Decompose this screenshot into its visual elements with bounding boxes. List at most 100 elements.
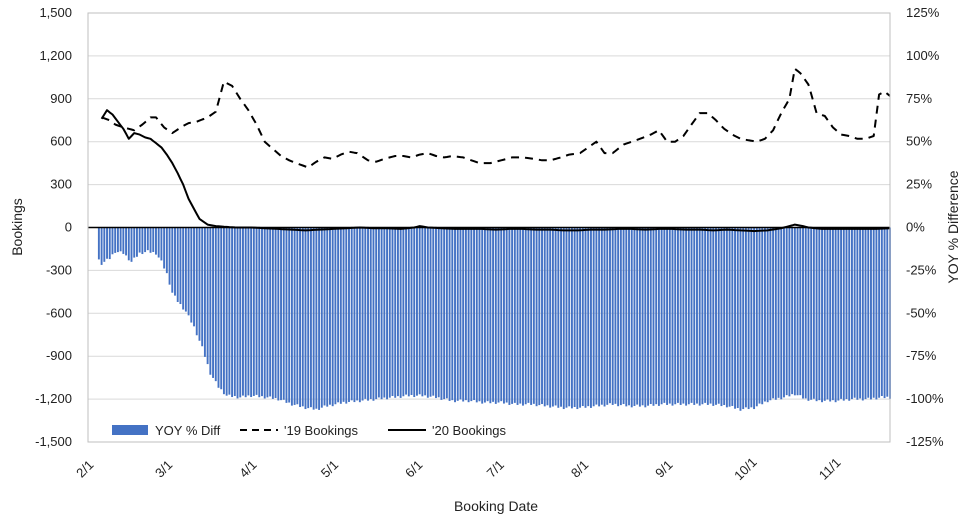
yoy-bar xyxy=(761,227,764,405)
yoy-bar xyxy=(407,227,410,397)
yoy-bar xyxy=(875,227,878,400)
yoy-bar xyxy=(554,227,557,406)
yoy-bar xyxy=(440,227,443,400)
x-axis-title: Booking Date xyxy=(454,498,538,514)
y-right-tick-label: 0% xyxy=(906,220,925,235)
yoy-bar xyxy=(157,227,160,258)
yoy-bar xyxy=(731,227,734,406)
yoy-bar xyxy=(840,227,843,399)
yoy-bar xyxy=(329,227,331,405)
yoy-bar xyxy=(206,227,209,365)
yoy-bar xyxy=(309,227,312,408)
yoy-bar xyxy=(785,227,788,396)
yoy-bar xyxy=(886,227,889,397)
yoy-bar xyxy=(753,227,756,410)
yoy-bar xyxy=(100,227,103,265)
yoy-bar xyxy=(271,227,274,399)
y-left-tick-label: 1,200 xyxy=(39,48,72,63)
yoy-bar xyxy=(402,227,405,397)
yoy-bar xyxy=(193,227,195,327)
yoy-bar xyxy=(581,227,584,407)
yoy-bar xyxy=(356,227,359,401)
yoy-bar xyxy=(380,227,383,400)
yoy-bar xyxy=(674,227,677,405)
yoy-bar xyxy=(829,227,832,402)
yoy-bar xyxy=(551,227,554,407)
yoy-bar xyxy=(473,227,475,401)
yoy-bar xyxy=(570,227,573,409)
yoy-bar xyxy=(494,227,497,404)
yoy-bar xyxy=(696,227,698,404)
yoy-bar xyxy=(290,227,293,406)
legend: YOY % Diff '19 Bookings '20 Bookings xyxy=(112,423,507,438)
yoy-bar xyxy=(179,227,182,305)
yoy-bar xyxy=(348,227,350,402)
yoy-bar xyxy=(296,227,299,405)
yoy-bar xyxy=(437,227,440,398)
yoy-bar xyxy=(595,227,598,405)
yoy-bar xyxy=(755,227,758,407)
yoy-bar xyxy=(774,227,777,400)
yoy-bar xyxy=(777,227,780,398)
yoy-bar xyxy=(772,227,775,399)
yoy-bar xyxy=(250,227,253,398)
yoy-bar xyxy=(383,227,386,398)
yoy-bar xyxy=(111,227,114,255)
yoy-bar xyxy=(459,227,462,400)
yoy-bar xyxy=(704,227,707,403)
yoy-bar xyxy=(475,227,478,403)
line-2020-bookings xyxy=(100,109,891,233)
yoy-bar xyxy=(804,227,807,399)
yoy-bar xyxy=(633,227,636,406)
yoy-bar xyxy=(679,227,682,405)
legend-label-2019: '19 Bookings xyxy=(284,423,359,438)
yoy-bar xyxy=(546,227,549,406)
yoy-bar xyxy=(685,227,688,406)
y-right-tick-label: -50% xyxy=(906,305,937,320)
yoy-bar xyxy=(416,227,418,396)
yoy-bar xyxy=(108,227,111,260)
yoy-bar xyxy=(125,227,128,256)
yoy-bar xyxy=(258,227,261,398)
yoy-bar xyxy=(799,227,802,396)
yoy-bar xyxy=(628,227,630,406)
yoy-bar xyxy=(217,227,220,388)
yoy-bar xyxy=(834,227,837,403)
yoy-bar xyxy=(399,227,402,398)
yoy-bar xyxy=(304,227,307,410)
yoy-bar xyxy=(676,227,679,403)
yoy-bar xyxy=(486,227,489,402)
yoy-bar xyxy=(269,227,272,397)
yoy-bar xyxy=(763,227,766,402)
yoy-bar xyxy=(644,227,647,408)
yoy-bar xyxy=(864,227,867,400)
x-tick-label: 6/1 xyxy=(402,457,425,480)
yoy-bar xyxy=(209,227,212,375)
yoy-bar xyxy=(301,227,304,407)
y-left-tick-label: -300 xyxy=(46,262,72,277)
yoy-bar xyxy=(299,227,302,407)
yoy-bar xyxy=(715,227,717,405)
yoy-bar xyxy=(791,227,794,395)
yoy-bar xyxy=(184,227,187,312)
yoy-bar xyxy=(445,227,448,399)
yoy-bar xyxy=(693,227,696,405)
yoy-bar xyxy=(277,227,280,401)
yoy-bar xyxy=(244,227,247,398)
yoy-bar xyxy=(739,227,742,411)
yoy-bar xyxy=(331,227,334,407)
yoy-bar xyxy=(657,227,660,406)
yoy-bar xyxy=(174,227,176,296)
yoy-bar xyxy=(522,227,524,406)
y-axis-right-title: YOY % Difference xyxy=(945,170,961,283)
yoy-bar xyxy=(470,227,473,402)
yoy-bar xyxy=(589,227,592,408)
yoy-bar xyxy=(375,227,378,400)
yoy-bar xyxy=(663,227,666,403)
yoy-bar xyxy=(212,227,215,378)
yoy-bar xyxy=(603,227,606,407)
yoy-bar xyxy=(532,227,535,404)
yoy-bar xyxy=(464,227,467,401)
yoy-bar xyxy=(214,227,217,382)
x-tick-label: 10/1 xyxy=(731,455,760,484)
